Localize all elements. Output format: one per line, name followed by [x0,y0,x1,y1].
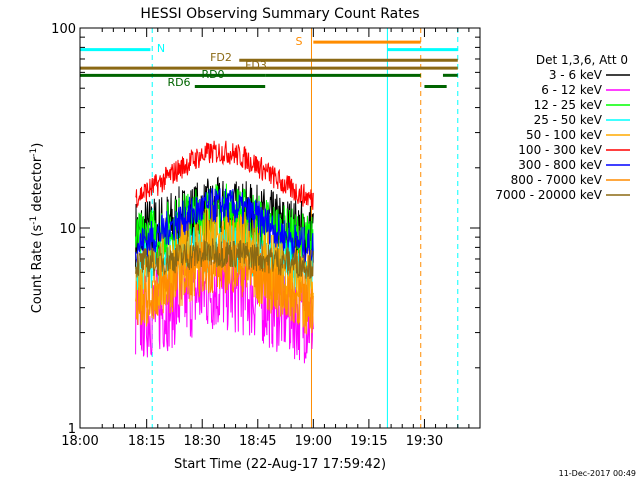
legend-entry-label-0: 3 - 6 keV [549,68,603,82]
flag-label-rd6: RD6 [167,76,190,89]
x-tick-label-0: 18:00 [61,434,98,449]
x-axis-label: Start Time (22-Aug-17 17:59:42) [174,457,386,472]
x-tick-label-6: 19:30 [406,434,443,449]
y-tick-label-1: 10 [59,222,76,237]
x-tick-label-5: 19:15 [350,434,387,449]
y-tick-label-2: 100 [51,22,76,37]
plot-area: N S FD2 FD3 RD0 RD6 [79,28,459,428]
flag-label-s: S [296,35,303,48]
legend-entry-label-7: 800 - 7000 keV [511,173,603,187]
series-trace-5 [135,140,314,210]
flag-label-fd2: FD2 [210,51,232,64]
series-trace-8 [135,238,314,280]
chart-title: HESSI Observing Summary Count Rates [140,6,419,22]
y-axis-label: Count Rate (s-1 detector-1) [29,143,45,314]
legend-entry-label-1: 6 - 12 keV [541,83,603,97]
legend-entry-label-3: 25 - 50 keV [534,113,603,127]
x-tick-label-2: 18:30 [183,434,220,449]
flag-label-rd0: RD0 [201,68,224,81]
y-tick-label-0: 1 [68,422,76,437]
x-tick-label-3: 18:45 [239,434,276,449]
legend-entry-label-6: 300 - 800 keV [518,158,602,172]
legend-title: Det 1,3,6, Att 0 [536,53,628,67]
axis-ticks: 18:00 18:15 18:30 18:45 19:00 19:15 19:30 1 10 10… [51,22,480,449]
flag-label-fd3: FD3 [245,59,267,72]
legend-entry-label-5: 100 - 300 keV [518,143,602,157]
x-tick-label-1: 18:15 [128,434,165,449]
series-trace-7 [135,238,314,330]
legend-entry-label-8: 7000 - 20000 keV [495,188,602,202]
legend-entry-label-2: 12 - 25 keV [534,98,603,112]
x-tick-label-4: 19:00 [295,434,332,449]
footer-timestamp: 11-Dec-2017 00:49 [559,469,636,478]
legend-entry-label-4: 50 - 100 keV [526,128,603,142]
flag-label-n: N [157,42,165,55]
